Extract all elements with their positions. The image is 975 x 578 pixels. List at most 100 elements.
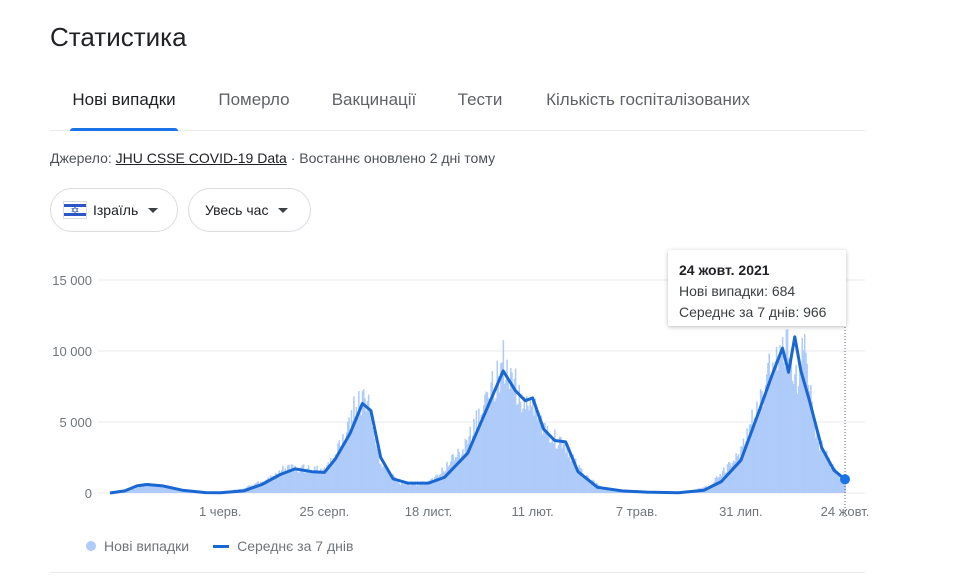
new-cases-bar: [843, 483, 845, 493]
new-cases-bar: [377, 451, 380, 493]
new-cases-bar: [371, 427, 374, 493]
new-cases-bar: [334, 454, 337, 493]
new-cases-bar: [173, 487, 175, 493]
new-cases-bar: [331, 464, 333, 493]
new-cases-bar: [133, 488, 136, 493]
new-cases-bar: [166, 486, 169, 493]
new-cases-bar: [600, 487, 603, 493]
new-cases-bar: [323, 467, 326, 493]
new-cases-bar: [610, 489, 612, 493]
new-cases-bar: [730, 465, 732, 493]
new-cases-bar: [840, 479, 843, 493]
new-cases-bar: [569, 461, 572, 493]
new-cases-bar: [547, 435, 550, 493]
tab-tests[interactable]: Тести: [457, 90, 503, 109]
new-cases-bar: [280, 470, 283, 493]
new-cases-bar: [312, 470, 315, 493]
new-cases-bar: [746, 428, 748, 493]
tab-deaths[interactable]: Померло: [218, 90, 290, 109]
cases-chart[interactable]: 0 5 000 10 000 15 000 1 черв. 25 серп. 18 лис…: [0, 240, 975, 540]
new-cases-bar: [808, 391, 811, 493]
new-cases-bar: [588, 478, 590, 493]
new-cases-bar: [353, 396, 355, 493]
new-cases-bar: [385, 468, 387, 493]
new-cases-bar: [724, 472, 726, 493]
new-cases-bar: [841, 478, 844, 493]
new-cases-bar: [814, 437, 817, 493]
hover-point[interactable]: [840, 474, 850, 485]
new-cases-bar: [408, 483, 410, 493]
new-cases-bar: [587, 475, 589, 493]
new-cases-bar: [774, 361, 777, 493]
new-cases-bar: [298, 472, 300, 493]
new-cases-bar: [348, 417, 350, 493]
new-cases-bar: [790, 355, 793, 493]
new-cases-bar: [478, 408, 480, 493]
new-cases-bar: [316, 465, 318, 493]
new-cases-bar: [609, 489, 611, 493]
new-cases-bar: [388, 472, 391, 493]
new-cases-bar: [484, 394, 486, 493]
new-cases-bar: [506, 359, 508, 493]
chart-tooltip: 24 жовт. 2021 Нові випадки: 684 Середнє …: [668, 250, 846, 326]
source-link[interactable]: JHU CSSE COVID-19 Data: [115, 150, 287, 166]
period-filter[interactable]: Увесь час: [188, 188, 311, 232]
country-filter[interactable]: ✡ Ізраїль: [50, 188, 178, 232]
new-cases-bar: [355, 406, 358, 493]
new-cases-bar: [568, 447, 571, 493]
tab-vaccinations[interactable]: Вакцинації: [331, 90, 417, 109]
new-cases-bar: [713, 482, 715, 493]
new-cases-bar: [138, 485, 141, 493]
new-cases-bar: [284, 468, 287, 493]
new-cases-bar: [829, 468, 832, 493]
new-cases-bar: [163, 486, 165, 493]
new-cases-bar: [279, 472, 282, 493]
source-updated: · Востаннє оновлено 2 дні тому: [286, 150, 496, 166]
new-cases-bar: [590, 479, 593, 493]
new-cases-bar: [764, 385, 767, 493]
new-cases-bar: [350, 409, 353, 493]
new-cases-bar: [418, 485, 420, 493]
tab-hospitalized[interactable]: Кількість госпіталізованих: [546, 90, 750, 109]
new-cases-bar: [516, 405, 518, 493]
new-cases-bar: [148, 482, 151, 493]
new-cases-bar: [263, 482, 266, 493]
new-cases-bar: [736, 456, 739, 493]
new-cases-bar: [579, 467, 582, 493]
new-cases-bar: [427, 480, 430, 493]
source-line: Джерело: JHU CSSE COVID-19 Data · Востан…: [50, 150, 495, 166]
new-cases-bar: [768, 353, 770, 493]
new-cases-bar: [344, 440, 347, 493]
new-cases-bar: [593, 480, 595, 493]
new-cases-bar: [729, 462, 731, 493]
new-cases-bar: [813, 425, 816, 493]
new-cases-bar: [434, 477, 436, 493]
new-cases-bar: [419, 483, 421, 493]
new-cases-bar: [487, 398, 490, 493]
new-cases-bar: [288, 464, 290, 493]
new-cases-bar: [734, 461, 736, 493]
new-cases-bar: [285, 471, 288, 493]
new-cases-bar: [781, 337, 784, 493]
new-cases-bar: [302, 464, 305, 493]
tab-new-cases[interactable]: Нові випадки: [70, 78, 178, 131]
new-cases-bar: [728, 461, 730, 493]
new-cases-bar: [567, 457, 570, 493]
new-cases-bar: [751, 409, 753, 493]
new-cases-bar: [508, 389, 511, 493]
new-cases-bar: [532, 399, 534, 493]
new-cases-bar: [583, 476, 585, 493]
new-cases-bar: [356, 414, 359, 493]
new-cases-bar: [392, 474, 394, 493]
new-cases-bar: [155, 484, 158, 493]
new-cases-bar: [758, 407, 761, 493]
new-cases-bar: [137, 487, 140, 493]
new-cases-bar: [541, 434, 544, 493]
new-cases-bar: [369, 408, 371, 493]
new-cases-bar: [837, 471, 839, 493]
new-cases-bar: [174, 488, 176, 493]
new-cases-bar: [264, 480, 267, 493]
new-cases-bar: [322, 469, 325, 493]
new-cases-bar: [420, 482, 423, 493]
new-cases-bar: [260, 481, 262, 493]
